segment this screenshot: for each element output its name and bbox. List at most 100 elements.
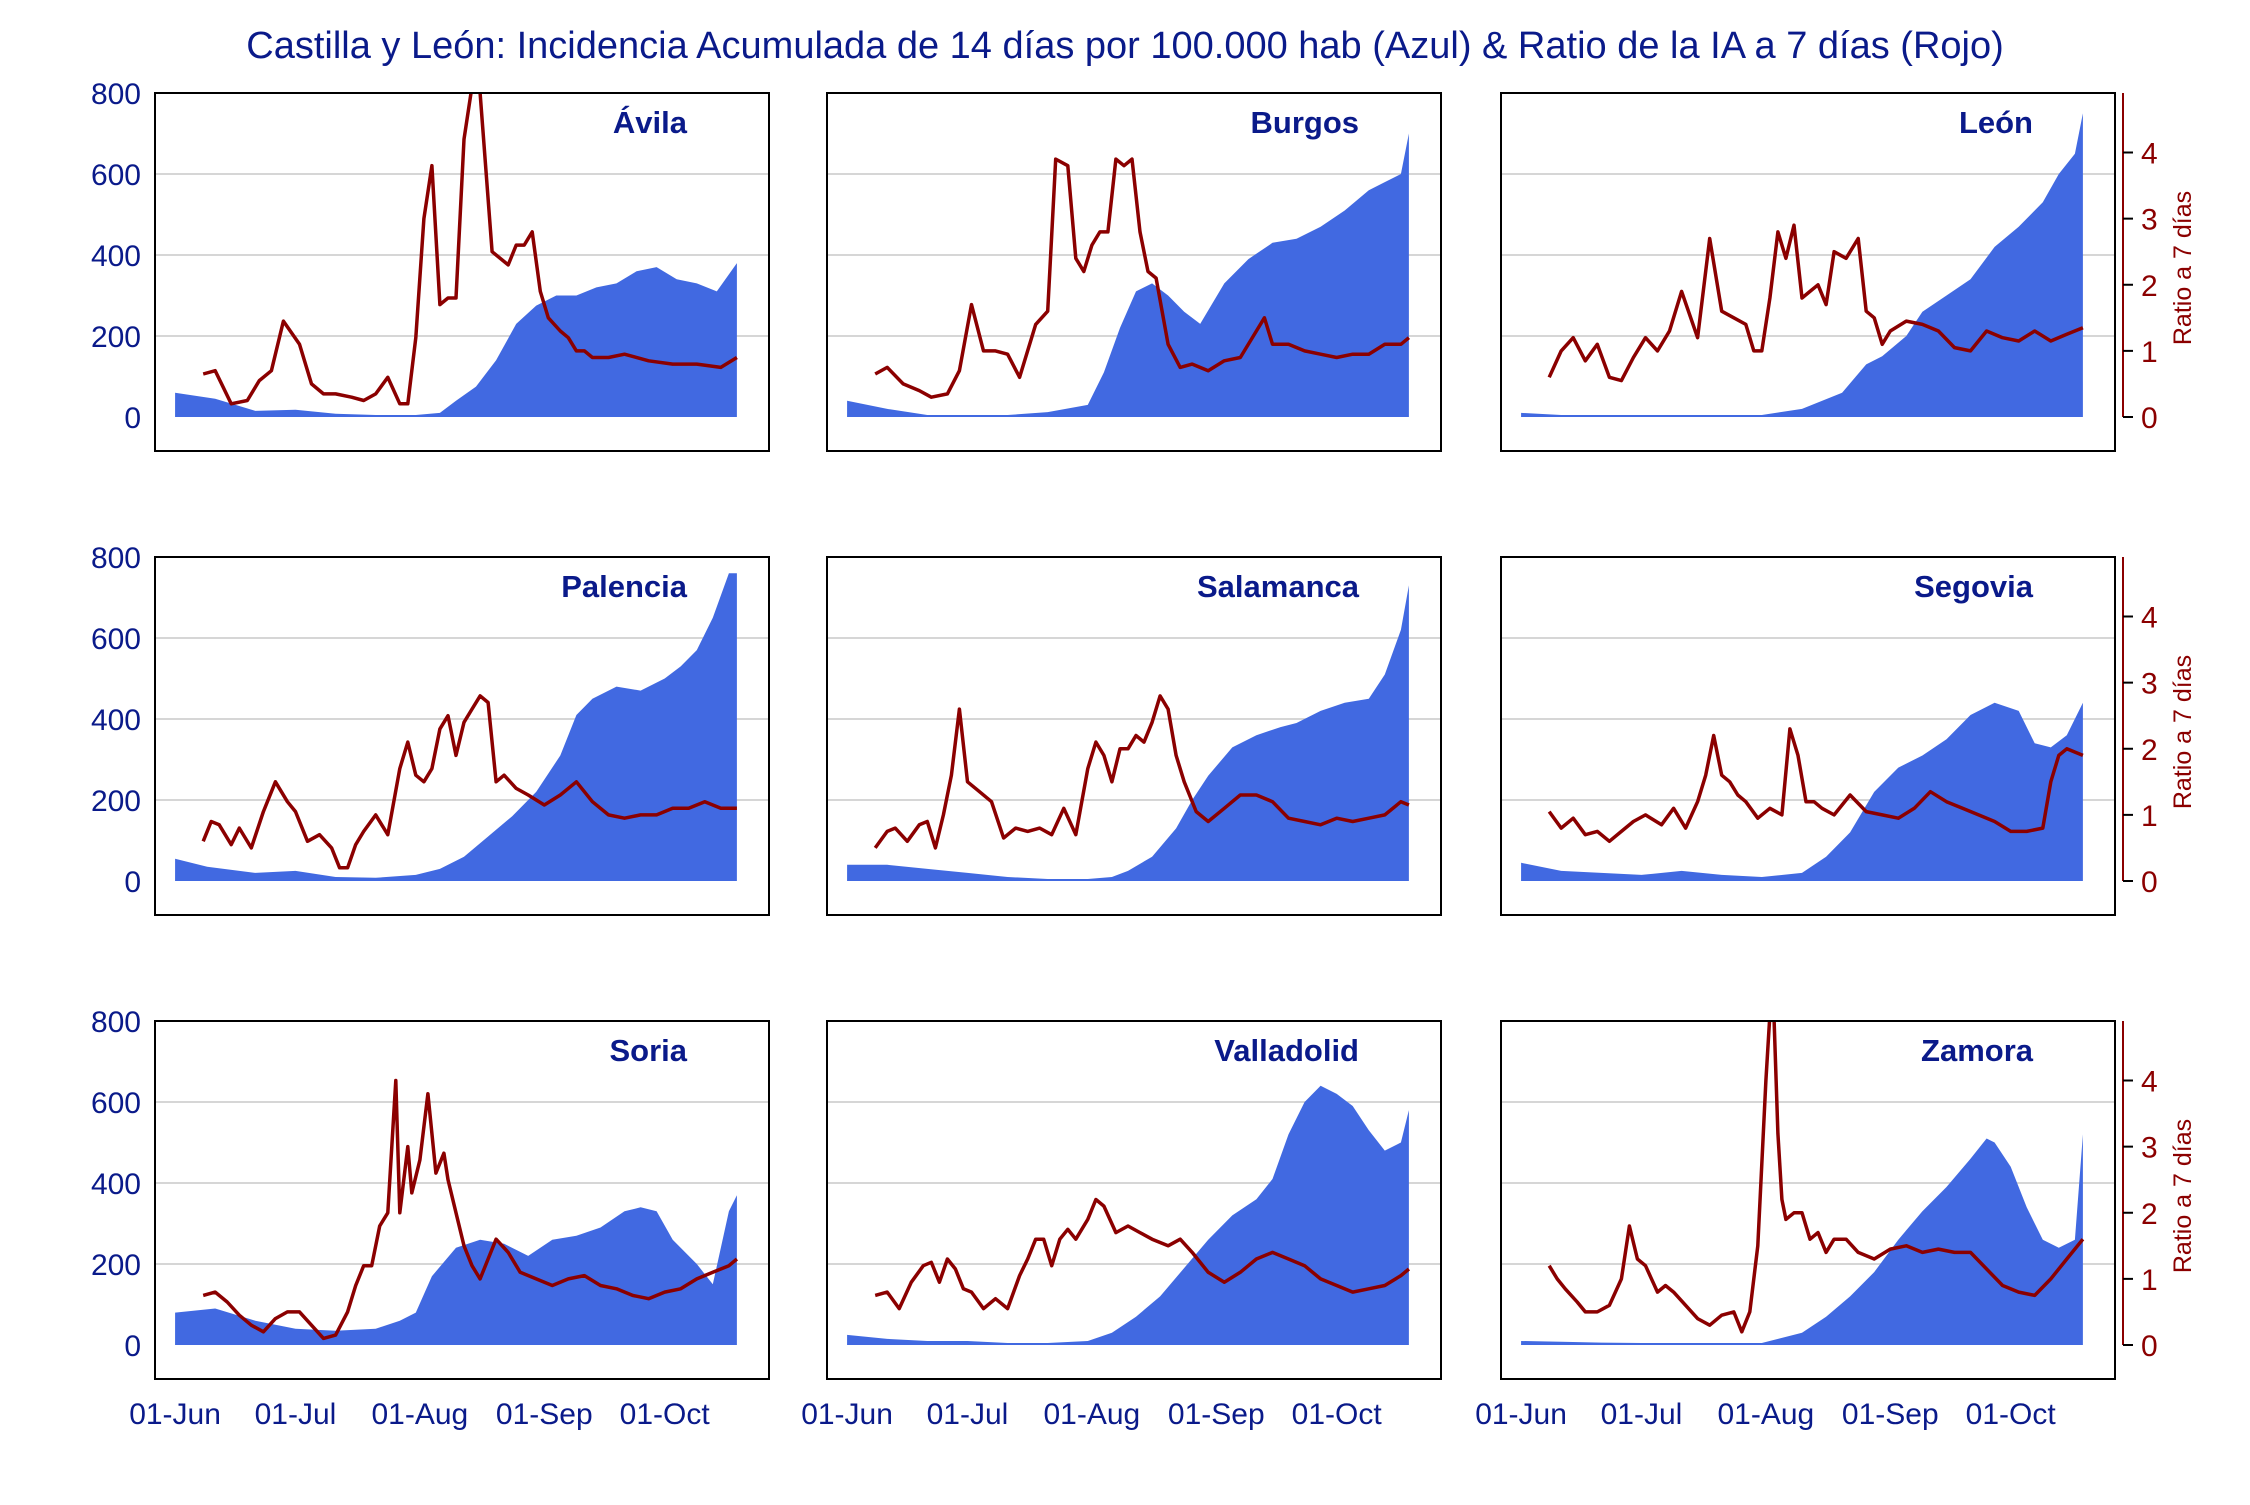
left-tick-label: 0 <box>124 402 141 435</box>
panel-frame <box>154 92 770 452</box>
left-tick-label: 200 <box>91 1249 141 1282</box>
plot-area <box>1521 113 2084 418</box>
right-tick-label: 1 <box>2141 800 2158 833</box>
panel: Ávila 0 200 400 600 800 <box>91 78 770 452</box>
ia-14d-area <box>175 573 737 881</box>
panel-frame <box>154 1020 770 1380</box>
left-tick-label: 0 <box>124 866 141 899</box>
ia-14d-area <box>175 263 737 417</box>
right-tick-label: 4 <box>2141 602 2158 635</box>
ratio-7d-line <box>1547 223 2084 383</box>
panel: Soria 0 200 400 600 800 01-Jun 01-Jul 01-Aug 01-S… <box>91 1006 770 1431</box>
ratio-7d-line <box>1547 1021 2085 1334</box>
right-tick-label: 4 <box>2141 1066 2158 1099</box>
plot-area <box>175 573 737 881</box>
right-tick-label: 2 <box>2141 734 2158 767</box>
right-tick-label: 0 <box>2141 866 2158 899</box>
plot-area <box>847 133 1411 417</box>
plot-area <box>175 1078 739 1345</box>
panel-label: Burgos <box>1251 105 1360 140</box>
right-tick-label: 0 <box>2141 402 2158 435</box>
panel-frame <box>826 92 1442 452</box>
x-tick-label: 01-Aug <box>1043 1398 1140 1431</box>
left-tick-label: 200 <box>91 785 141 818</box>
panel-frame <box>826 556 1442 916</box>
x-tick-label: 01-Jul <box>1601 1398 1683 1431</box>
panel: Palencia 0 200 400 600 800 <box>91 542 770 916</box>
x-tick-label: 01-Jul <box>255 1398 337 1431</box>
right-tick-label: 1 <box>2141 1264 2158 1297</box>
x-tick-label: 01-Sep <box>496 1398 593 1431</box>
ratio-7d-line <box>874 1197 1411 1311</box>
x-tick-label: 01-Jun <box>129 1398 221 1431</box>
ratio-7d-line <box>202 1078 739 1341</box>
ia-14d-area <box>847 1085 1409 1345</box>
panel-frame <box>826 1020 1442 1380</box>
right-tick-label: 3 <box>2141 668 2158 701</box>
panel-label: Valladolid <box>1214 1033 1359 1068</box>
ia-14d-area <box>1521 113 2083 418</box>
x-tick-label: 01-Aug <box>1717 1398 1814 1431</box>
ia-14d-area <box>1521 702 2083 881</box>
plot-area <box>175 93 738 417</box>
left-tick-label: 800 <box>91 542 141 575</box>
left-tick-label: 400 <box>91 704 141 737</box>
left-tick-label: 0 <box>124 1330 141 1363</box>
left-tick-label: 600 <box>91 623 141 656</box>
ratio-7d-line <box>874 157 1411 399</box>
right-tick-label: 2 <box>2141 270 2158 303</box>
x-tick-label: 01-Jun <box>801 1398 893 1431</box>
plot-area <box>847 585 1410 881</box>
panel-frame <box>154 556 770 916</box>
right-tick-label: 0 <box>2141 1330 2158 1363</box>
panel-frame <box>1500 92 2116 452</box>
left-tick-label: 800 <box>91 1006 141 1039</box>
right-tick-label: 1 <box>2141 336 2158 369</box>
x-tick-label: 01-Sep <box>1842 1398 1939 1431</box>
x-tick-label: 01-Sep <box>1168 1398 1265 1431</box>
chart-title: Castilla y León: Incidencia Acumulada de… <box>246 25 2004 67</box>
x-tick-label: 01-Oct <box>620 1398 711 1431</box>
left-tick-label: 800 <box>91 78 141 111</box>
ratio-7d-line <box>202 93 738 406</box>
left-tick-label: 600 <box>91 159 141 192</box>
panel-frame <box>1500 1020 2116 1380</box>
ia-14d-area <box>847 585 1409 881</box>
panel: Valladolid 01-Jun 01-Jul 01-Aug 01-Sep 01-Oct <box>801 1020 1442 1431</box>
x-tick-label: 01-Jul <box>927 1398 1009 1431</box>
x-tick-label: 01-Oct <box>1966 1398 2057 1431</box>
panel-frame <box>1500 556 2116 916</box>
right-tick-label: 2 <box>2141 1198 2158 1231</box>
ratio-7d-line <box>873 694 1410 850</box>
plot-area <box>847 1085 1411 1345</box>
panel-label: Ávila <box>613 105 688 140</box>
right-axis-label: Ratio a 7 días <box>2169 1119 2197 1273</box>
panel: Segovia 0 1 2 3 4 Ratio a 7 días <box>1500 556 2197 916</box>
ia-14d-area <box>1521 1134 2083 1345</box>
left-tick-label: 400 <box>91 240 141 273</box>
panel: Zamora 0 1 2 3 4 Ratio a 7 días 01-Jun 01-Jul 01-… <box>1475 1020 2197 1431</box>
left-tick-label: 600 <box>91 1087 141 1120</box>
right-axis-label: Ratio a 7 días <box>2169 655 2197 809</box>
panel-label: León <box>1959 105 2033 140</box>
ia-14d-area <box>175 1195 737 1345</box>
panel: Salamanca <box>826 556 1442 916</box>
panel-label: Palencia <box>561 569 688 604</box>
ia-14d-area <box>847 133 1409 417</box>
panel-label: Salamanca <box>1197 569 1360 604</box>
left-tick-label: 400 <box>91 1168 141 1201</box>
right-tick-label: 3 <box>2141 1132 2158 1165</box>
ratio-7d-line <box>1547 727 2084 844</box>
panel: Burgos <box>826 92 1442 452</box>
panel-label: Soria <box>609 1033 687 1068</box>
x-tick-label: 01-Oct <box>1292 1398 1383 1431</box>
left-tick-label: 200 <box>91 321 141 354</box>
panel: León 0 1 2 3 4 Ratio a 7 días <box>1500 92 2197 452</box>
panel-label: Zamora <box>1921 1033 2034 1068</box>
panel-label: Segovia <box>1914 569 2034 604</box>
plot-area <box>1521 1021 2085 1345</box>
plot-area <box>1521 702 2084 881</box>
right-tick-label: 4 <box>2141 138 2158 171</box>
